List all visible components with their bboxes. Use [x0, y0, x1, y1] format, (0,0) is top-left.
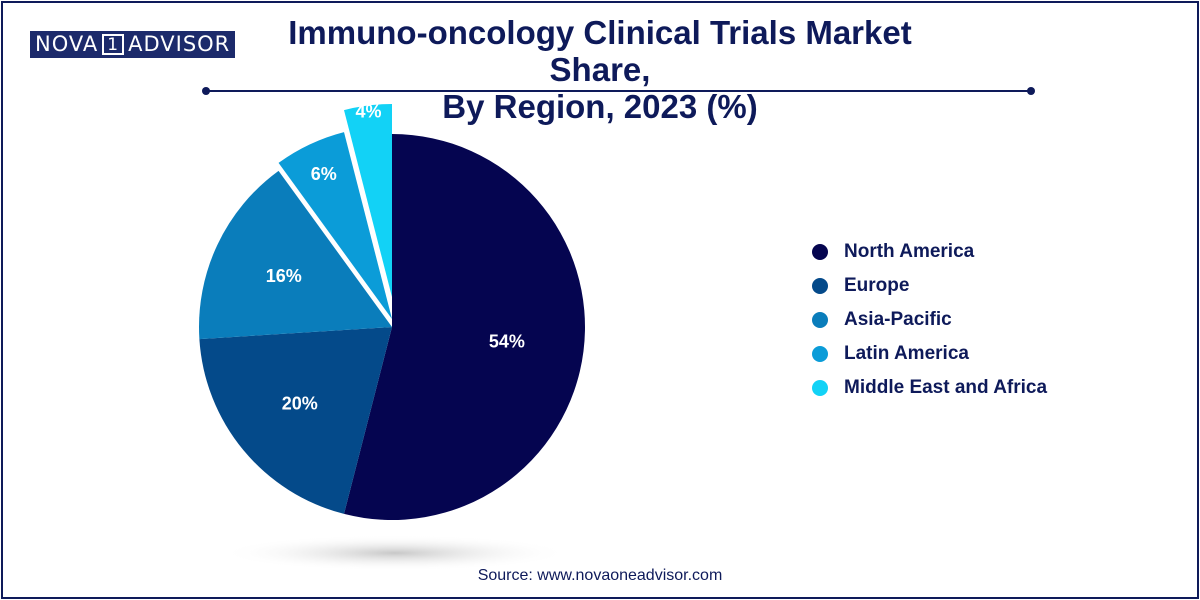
divider-left-dot: [202, 87, 210, 95]
legend-label: Europe: [844, 275, 910, 296]
legend-item: Europe: [812, 269, 1047, 303]
chart-title-line-2: By Region, 2023 (%): [442, 88, 758, 125]
title-divider: [206, 90, 1032, 92]
divider-right-dot: [1027, 87, 1035, 95]
pie-slices: [199, 104, 585, 520]
logo-text-nova: NOVA: [35, 32, 99, 56]
legend-item: Latin America: [812, 337, 1047, 371]
legend-swatch: [812, 278, 828, 294]
legend-item: Middle East and Africa: [812, 371, 1047, 405]
pie-shadow: [220, 535, 570, 571]
pie-slice-middle-east-and-africa: [344, 104, 392, 297]
legend-swatch: [812, 244, 828, 260]
legend-label: Middle East and Africa: [844, 377, 1048, 398]
pie-value-label: 4%: [356, 101, 382, 121]
legend-item: North America: [812, 235, 1047, 269]
legend-swatch: [812, 380, 828, 396]
chart-title: Immuno-oncology Clinical Trials Market S…: [250, 14, 950, 125]
legend-label: Latin America: [844, 343, 969, 364]
legend-label: North America: [844, 241, 975, 262]
legend-swatch: [812, 346, 828, 362]
legend-swatch: [812, 312, 828, 328]
pie-value-label: 54%: [489, 332, 525, 352]
chart-legend: North America Europe Asia-Pacific Latin Ame…: [812, 235, 1047, 405]
source-note: Source: www.novaoneadvisor.com: [477, 567, 723, 584]
pie-value-label: 20%: [282, 393, 318, 413]
pie-labels: 54% 20% 16% 6% 4%: [266, 101, 525, 413]
pie-slice-europe: [199, 327, 392, 514]
legend-item: Asia-Pacific: [812, 303, 1047, 337]
chart-title-line-1: Immuno-oncology Clinical Trials Market S…: [288, 14, 912, 88]
legend-label: Asia-Pacific: [844, 309, 952, 330]
pie-slice-latin-america: [278, 132, 392, 319]
pie-value-label: 16%: [266, 266, 302, 286]
logo-text-one: 1: [102, 34, 125, 55]
pie-slice-north-america: [344, 134, 585, 520]
brand-logo: NOVA 1 ADVISOR: [30, 31, 236, 58]
pie-slice-asia-pacific: [199, 170, 392, 340]
pie-value-label: 6%: [311, 164, 337, 184]
logo-text-advisor: ADVISOR: [128, 32, 231, 56]
